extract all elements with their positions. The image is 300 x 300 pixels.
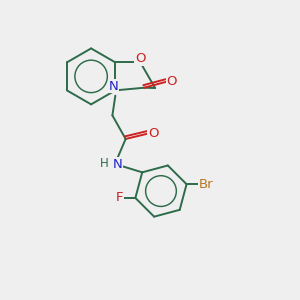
- Text: O: O: [148, 127, 158, 140]
- Text: O: O: [166, 75, 177, 88]
- Text: H: H: [100, 157, 109, 169]
- Text: O: O: [135, 52, 146, 65]
- Text: F: F: [116, 191, 123, 204]
- Text: Br: Br: [199, 178, 214, 191]
- Text: N: N: [109, 80, 119, 93]
- Text: N: N: [113, 158, 123, 171]
